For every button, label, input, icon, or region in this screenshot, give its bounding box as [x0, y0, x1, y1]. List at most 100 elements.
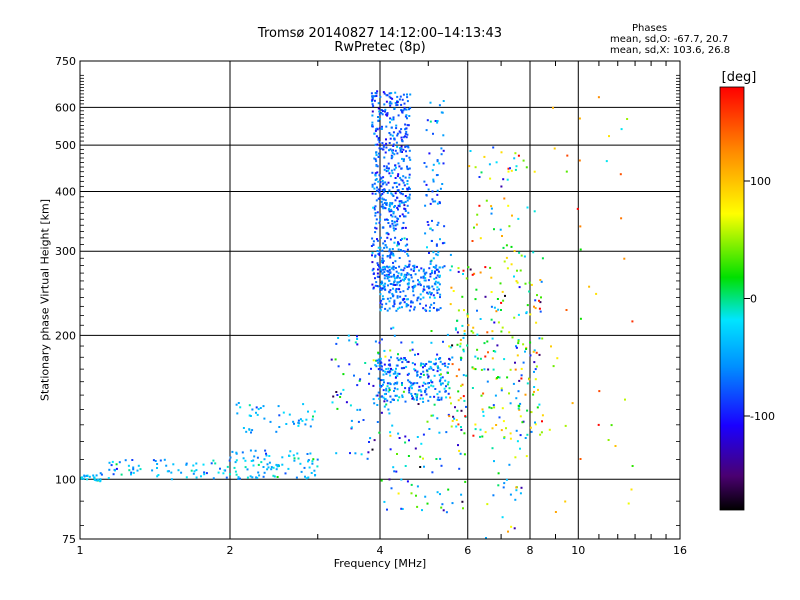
echo-point [442, 340, 444, 343]
echo-point [422, 296, 425, 299]
echo-point [434, 388, 437, 390]
echo-point [383, 271, 386, 273]
x-tick-label: 16 [673, 544, 687, 557]
echo-point [428, 360, 431, 363]
echo-point [400, 200, 403, 203]
echo-point [390, 210, 393, 213]
echo-point [426, 119, 429, 122]
echo-point [484, 431, 487, 434]
echo-point [438, 288, 440, 291]
echo-point [383, 363, 386, 366]
echo-point [438, 357, 441, 360]
echo-point [374, 226, 377, 229]
echo-point [416, 370, 419, 373]
echo-point [404, 387, 407, 390]
echo-point [390, 203, 393, 206]
echo-point [447, 488, 450, 491]
echo-point [411, 341, 414, 344]
echo-point [388, 172, 391, 175]
echo-point [553, 147, 556, 150]
echo-point [391, 424, 394, 427]
echo-point [373, 157, 376, 160]
echo-point [382, 383, 384, 386]
echo-point [528, 290, 531, 293]
echo-point [376, 250, 379, 252]
echo-point [371, 261, 374, 264]
echo-point [389, 121, 391, 124]
echo-point [374, 179, 377, 181]
echo-point [334, 358, 337, 361]
echo-point [399, 279, 402, 282]
echo-point [432, 163, 435, 166]
echo-point [229, 473, 231, 476]
echo-point [511, 336, 514, 339]
echo-point [443, 225, 446, 228]
echo-point [389, 117, 392, 120]
echo-point [406, 196, 409, 199]
echo-point [415, 398, 418, 401]
echo-point [530, 430, 533, 433]
echo-point [422, 433, 425, 436]
echo-point [394, 91, 397, 94]
echo-point [256, 456, 259, 459]
echo-point [389, 383, 392, 386]
echo-point [495, 424, 498, 426]
echo-point [390, 169, 393, 172]
echo-point [185, 463, 188, 466]
echo-point [408, 380, 411, 383]
echo-point [373, 182, 376, 185]
echo-point [443, 362, 446, 365]
echo-point [403, 366, 406, 369]
echo-point [486, 340, 489, 343]
echo-point [388, 250, 391, 253]
echo-point [385, 183, 388, 186]
echo-point [445, 396, 448, 399]
echo-point [471, 366, 474, 369]
echo-point [372, 273, 375, 275]
echo-point [404, 250, 407, 253]
echo-point [385, 218, 388, 221]
echo-point [408, 167, 411, 170]
echo-point [501, 235, 503, 237]
echo-point [404, 208, 407, 211]
echo-point [400, 272, 403, 275]
echo-point [501, 516, 504, 519]
echo-point [530, 411, 533, 414]
echo-point [565, 170, 568, 173]
echo-point [482, 410, 485, 413]
echo-point [217, 471, 220, 474]
echo-point [429, 306, 431, 309]
echo-point [424, 389, 427, 392]
echo-point [289, 450, 292, 453]
echo-point [386, 232, 389, 235]
echo-point [444, 390, 447, 393]
echo-point [447, 392, 450, 395]
echo-point [523, 255, 526, 258]
echo-point [337, 365, 340, 368]
echo-point [382, 260, 385, 262]
echo-point [391, 134, 394, 137]
echo-point [408, 173, 411, 176]
echo-point [389, 297, 392, 300]
echo-point [276, 476, 279, 478]
echo-point [400, 274, 403, 277]
echo-point [380, 288, 383, 291]
echo-point [607, 439, 610, 441]
echo-point [401, 394, 404, 397]
echo-point [443, 387, 446, 390]
echo-point [576, 207, 579, 210]
echo-point [433, 374, 436, 377]
echo-point [399, 215, 401, 218]
echo-point [425, 129, 428, 132]
echo-point [565, 309, 568, 311]
echo-point [515, 280, 518, 283]
echo-point [428, 428, 431, 430]
echo-point [379, 293, 382, 296]
echo-point [393, 221, 396, 224]
echo-point [386, 114, 389, 117]
echo-point [522, 343, 525, 346]
echo-point [386, 309, 389, 312]
echo-point [108, 468, 111, 471]
echo-point [524, 282, 527, 285]
echo-point [519, 492, 522, 495]
